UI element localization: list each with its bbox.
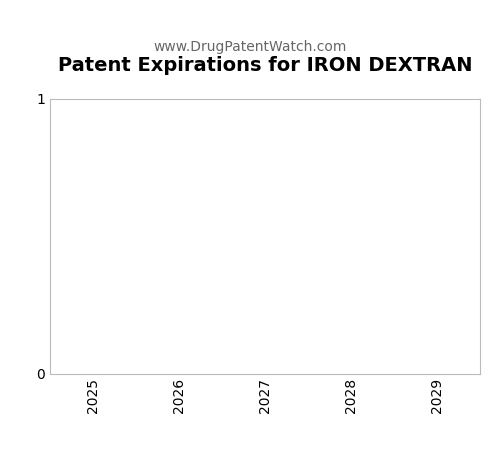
Title: Patent Expirations for IRON DEXTRAN: Patent Expirations for IRON DEXTRAN (58, 56, 472, 75)
Text: www.DrugPatentWatch.com: www.DrugPatentWatch.com (154, 40, 346, 54)
